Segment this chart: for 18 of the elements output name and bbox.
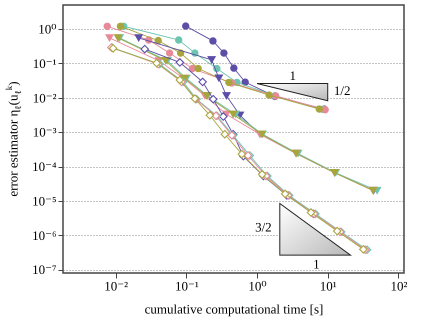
- annotation: 1: [313, 256, 320, 272]
- x-tick-label: 10⁻²: [104, 278, 128, 294]
- y-tick-label: 10⁻⁴: [32, 159, 57, 174]
- y-tick-label: 10⁻⁵: [32, 193, 56, 208]
- annotation: 1/2: [334, 83, 350, 98]
- x-tick-label: 10¹: [320, 278, 337, 294]
- y-tick-label: 10⁻⁷: [32, 262, 56, 278]
- annotation: 3/2: [255, 219, 272, 234]
- y-tick-label: 10⁻²: [32, 90, 57, 106]
- y-tick-label: 10⁻⁶: [32, 228, 56, 243]
- x-tick-label: 10²: [390, 278, 408, 294]
- x-tick-label: 10⁰: [248, 278, 267, 294]
- y-tick-label: 10⁻³: [32, 124, 57, 140]
- y-tick-label: 10⁻¹: [32, 56, 57, 71]
- annotation: 1: [289, 68, 296, 84]
- x-axis-title: cumulative computational time [s]: [144, 302, 324, 316]
- x-tick-label: 10⁻¹: [174, 278, 199, 294]
- y-tick-label: 10⁰: [38, 22, 56, 37]
